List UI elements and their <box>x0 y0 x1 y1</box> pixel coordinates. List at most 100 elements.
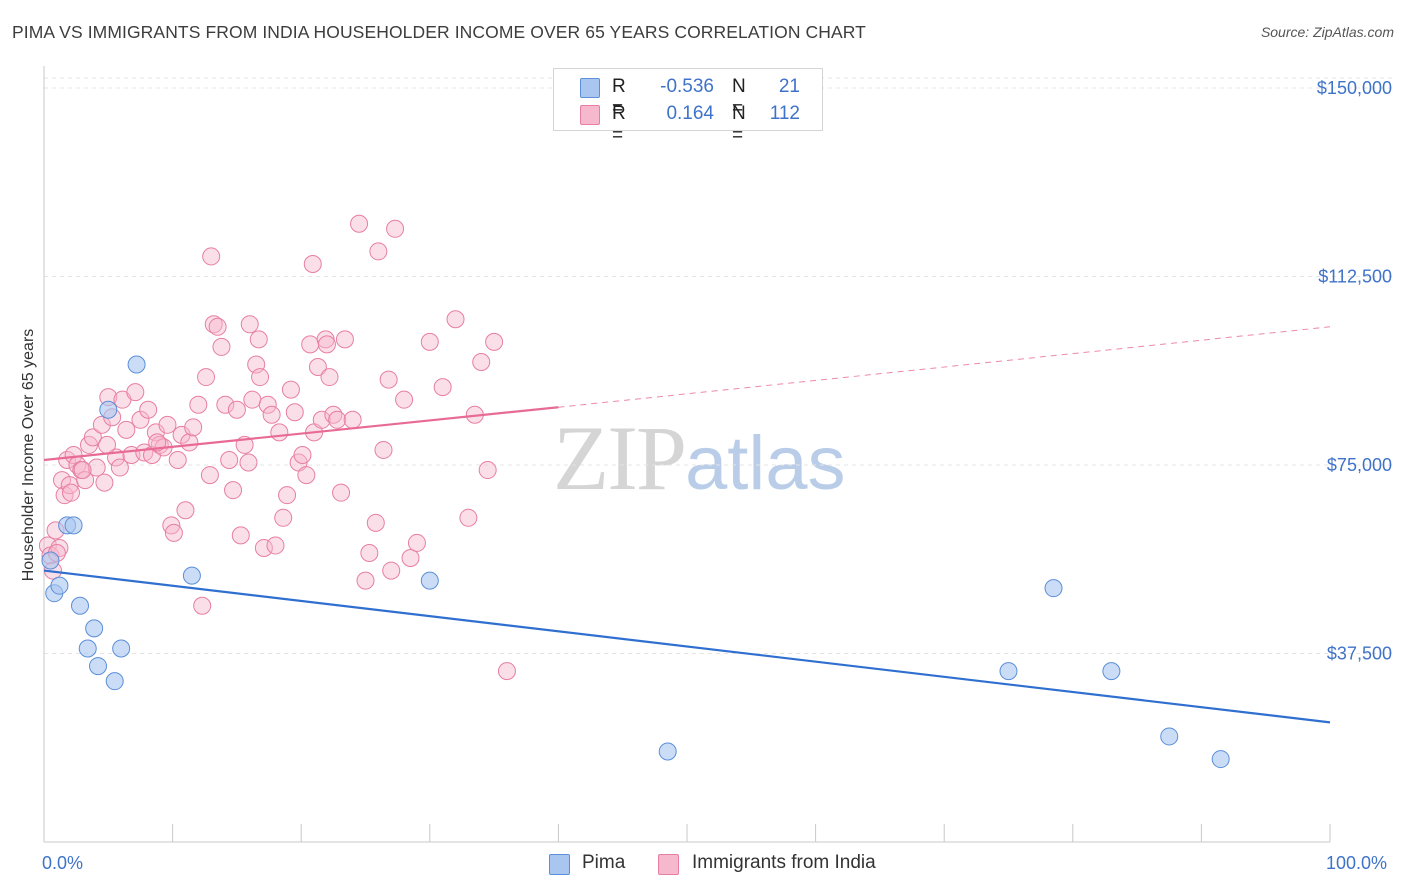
india-point <box>312 410 331 429</box>
india-point <box>95 473 114 492</box>
india-point <box>335 330 354 349</box>
india-point <box>200 466 219 485</box>
india-point <box>369 242 388 261</box>
india-point <box>343 410 362 429</box>
india-point <box>446 310 465 329</box>
india-point <box>126 383 145 402</box>
trend-lines <box>43 326 1331 724</box>
axes <box>43 66 1331 843</box>
pima-point <box>71 596 90 615</box>
india-point <box>87 458 106 477</box>
india-trend-line <box>43 406 559 462</box>
india-point <box>98 435 117 454</box>
india-point <box>110 458 129 477</box>
india-point <box>497 662 516 681</box>
watermark-zip: ZIP <box>553 407 687 509</box>
india-point <box>420 332 439 351</box>
india-point <box>262 405 281 424</box>
india-point <box>395 390 414 409</box>
india-point <box>386 219 405 238</box>
watermark-atlas: atlas <box>685 421 846 506</box>
india-point <box>301 335 320 354</box>
india-point <box>184 418 203 437</box>
india-point <box>266 536 285 555</box>
india-point <box>117 420 136 439</box>
india-point <box>139 400 158 419</box>
bottom-legend-swatch-india <box>658 854 679 875</box>
india-point <box>308 358 327 377</box>
pima-point <box>89 657 108 676</box>
x-tick-max: 100.0% <box>1326 853 1388 873</box>
india-point <box>258 395 277 414</box>
y-tick-label: $75,000 <box>1327 455 1392 475</box>
pima-trend-line <box>43 569 1331 724</box>
india-point <box>320 368 339 387</box>
pima-point <box>99 400 118 419</box>
watermark: ZIPatlas <box>553 405 846 511</box>
india-point <box>472 352 491 371</box>
india-point <box>382 561 401 580</box>
india-point <box>180 433 199 452</box>
india-point <box>212 337 231 356</box>
pima-point <box>1211 750 1230 769</box>
y-tick-label: $150,000 <box>1317 78 1392 98</box>
india-point <box>433 378 452 397</box>
bottom-legend-label-india: Immigrants from India <box>692 852 876 873</box>
india-point <box>270 423 289 442</box>
india-point <box>249 330 268 349</box>
pima-point <box>127 355 146 374</box>
india-point <box>366 513 385 532</box>
india-point <box>240 315 259 334</box>
chart-title: PIMA VS IMMIGRANTS FROM INDIA HOUSEHOLDE… <box>12 22 866 42</box>
pima-point <box>41 551 60 570</box>
legend-r-value: -0.536 <box>660 76 714 97</box>
india-point <box>176 501 195 520</box>
india-point <box>64 445 83 464</box>
india-point <box>278 486 297 505</box>
india-point <box>332 483 351 502</box>
india-point <box>193 596 212 615</box>
india-point <box>254 538 273 557</box>
india-point <box>356 571 375 590</box>
india-point <box>350 214 369 233</box>
pima-point <box>1044 579 1063 598</box>
india-point <box>274 508 293 527</box>
india-point <box>317 335 336 354</box>
india-point <box>189 395 208 414</box>
grid-lines <box>44 77 1392 655</box>
legend-r-label: R = <box>612 76 626 119</box>
india-point <box>303 254 322 273</box>
india-point <box>197 368 216 387</box>
india-point <box>328 410 347 429</box>
india-point <box>231 526 250 545</box>
source-label: Source: ZipAtlas.com <box>1260 24 1394 40</box>
pima-point <box>1102 662 1121 681</box>
india-point <box>164 523 183 542</box>
y-tick-labels: $37,500 $75,000 $112,500 $150,000 <box>1317 78 1392 663</box>
india-point <box>220 451 239 469</box>
india-trend-extension <box>558 326 1331 408</box>
india-point <box>379 370 398 389</box>
y-tick-label: $112,500 <box>1318 267 1392 287</box>
india-points <box>38 214 516 681</box>
india-point <box>293 445 312 464</box>
india-point <box>162 516 181 535</box>
india-point <box>62 483 81 502</box>
y-tick-label: $37,500 <box>1327 644 1392 664</box>
pima-point <box>85 619 104 638</box>
pima-point <box>420 571 439 590</box>
pima-point <box>658 742 677 761</box>
india-point <box>73 461 92 480</box>
india-point <box>360 543 379 562</box>
india-point <box>407 533 426 552</box>
india-point <box>83 428 102 447</box>
india-point <box>92 415 111 434</box>
india-point <box>243 390 262 409</box>
india-point <box>251 368 270 387</box>
india-point <box>227 400 246 419</box>
pima-point <box>182 566 201 585</box>
legend-r-value: 0.164 <box>666 103 714 124</box>
x-tick-min: 0.0% <box>42 853 84 873</box>
pima-point <box>78 639 97 658</box>
